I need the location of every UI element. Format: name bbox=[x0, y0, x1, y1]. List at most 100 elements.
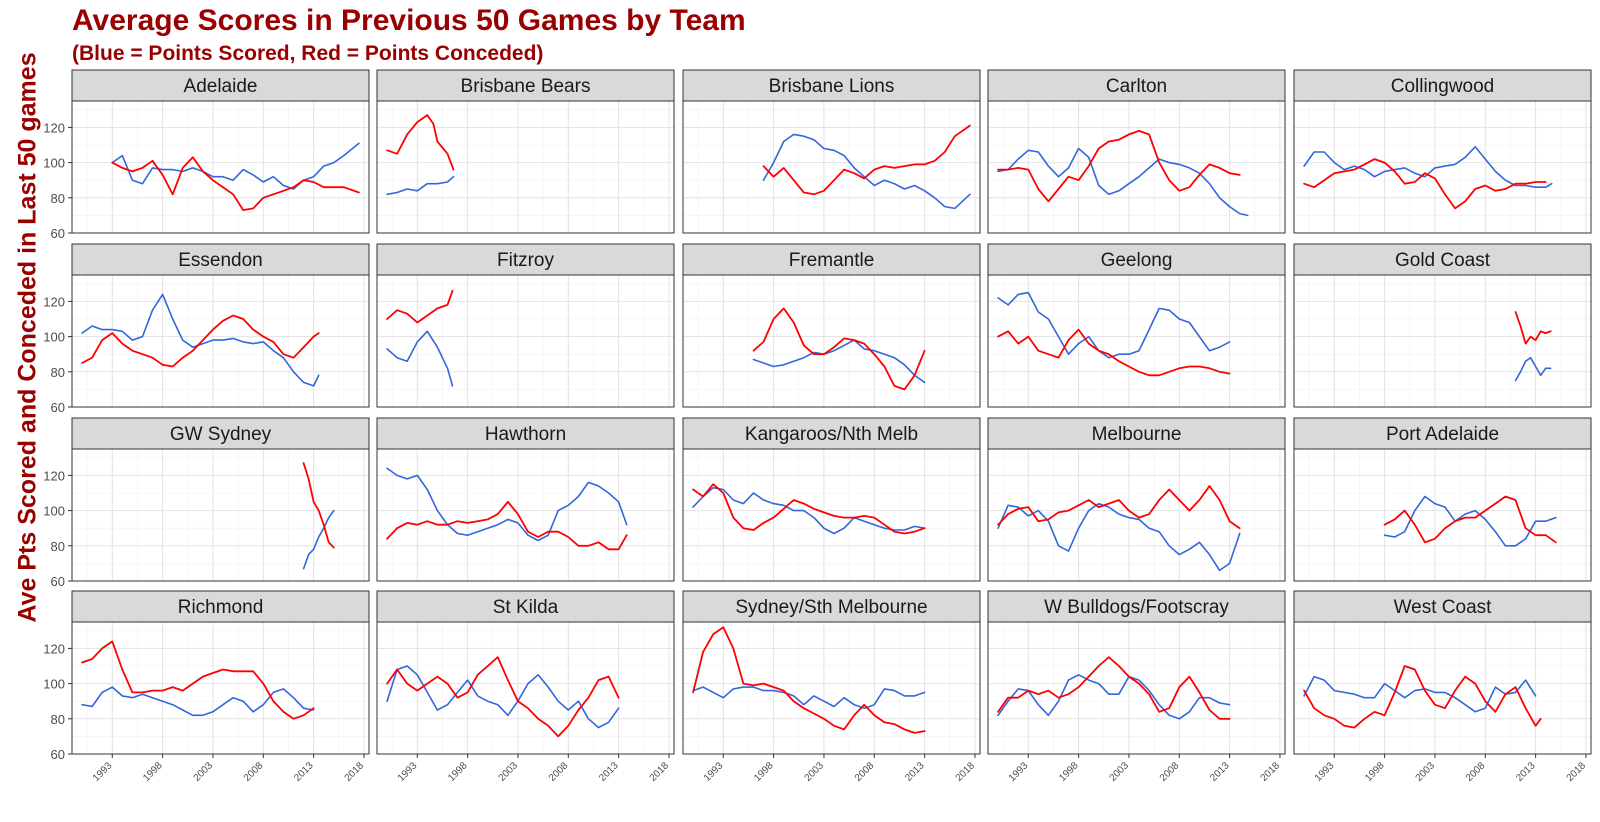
series-line-scored bbox=[997, 291, 1231, 359]
y-tick-label: 100 bbox=[43, 330, 65, 345]
panel-border bbox=[987, 621, 1286, 755]
facet-strip bbox=[376, 243, 675, 276]
series-line-scored bbox=[762, 133, 971, 210]
x-tick-label: 1993 bbox=[702, 760, 726, 784]
chart-title: Average Scores in Previous 50 Games by T… bbox=[72, 4, 746, 37]
facet-label: Kangaroos/Nth Melb bbox=[745, 424, 918, 445]
series-line-scored bbox=[386, 175, 455, 196]
series-line-scored bbox=[1383, 495, 1557, 547]
panel-background bbox=[683, 101, 980, 233]
y-tick-label: 120 bbox=[43, 294, 65, 309]
facet-label: Essendon bbox=[178, 250, 263, 271]
y-tick-label: 60 bbox=[51, 400, 65, 415]
x-tick-label: 1998 bbox=[1057, 760, 1081, 784]
facet-strip bbox=[682, 243, 981, 276]
series-line-scored bbox=[386, 467, 628, 542]
x-tick-label: 2013 bbox=[903, 760, 927, 784]
series-line-scored bbox=[386, 665, 620, 729]
series-line-conceded bbox=[997, 328, 1231, 377]
facet-label: St Kilda bbox=[493, 597, 559, 618]
y-tick-label: 100 bbox=[43, 504, 65, 519]
x-tick-label: 2003 bbox=[803, 760, 827, 784]
panel-border bbox=[682, 621, 981, 755]
panel-background bbox=[683, 622, 980, 754]
panel-border bbox=[987, 274, 1286, 408]
series-line-conceded bbox=[111, 156, 360, 211]
series-line-scored bbox=[111, 142, 360, 190]
series-line-scored bbox=[692, 486, 926, 535]
series-line-conceded bbox=[386, 656, 620, 738]
facet-strip bbox=[987, 590, 1286, 623]
x-tick-label: 2003 bbox=[497, 760, 521, 784]
facet-label: Carlton bbox=[1106, 76, 1167, 97]
x-tick-label: 2018 bbox=[648, 760, 672, 784]
series-line-conceded bbox=[1514, 311, 1552, 345]
x-tick-label: 1993 bbox=[91, 760, 115, 784]
y-tick-label: 120 bbox=[43, 468, 65, 483]
y-tick-label: 60 bbox=[51, 226, 65, 241]
y-tick-label: 60 bbox=[51, 747, 65, 762]
y-tick-label: 100 bbox=[43, 677, 65, 692]
panel-background bbox=[1294, 275, 1591, 407]
facet-label: Collingwood bbox=[1391, 76, 1495, 97]
facet-label: Richmond bbox=[178, 597, 264, 618]
facet-strip bbox=[376, 417, 675, 450]
facet-strip bbox=[71, 590, 370, 623]
chart-subtitle: (Blue = Points Scored, Red = Points Conc… bbox=[72, 42, 544, 65]
series-line-scored bbox=[81, 686, 315, 717]
facet-strip bbox=[376, 69, 675, 102]
panel-border bbox=[376, 274, 675, 408]
x-tick-label: 2013 bbox=[292, 760, 316, 784]
series-line-conceded bbox=[762, 124, 971, 196]
series-line-conceded bbox=[386, 500, 628, 551]
series-line-conceded bbox=[386, 289, 454, 324]
y-tick-label: 80 bbox=[51, 539, 65, 554]
series-line-conceded bbox=[997, 130, 1241, 203]
series-line-conceded bbox=[386, 114, 455, 171]
panel-background bbox=[377, 275, 674, 407]
series-line-conceded bbox=[81, 314, 320, 368]
panel-border bbox=[376, 621, 675, 755]
panel-background bbox=[1294, 622, 1591, 754]
series-line-conceded bbox=[997, 656, 1231, 720]
x-tick-label: 2008 bbox=[242, 760, 266, 784]
series-line-scored bbox=[692, 686, 926, 709]
facet-label: Hawthorn bbox=[485, 424, 566, 445]
x-tick-label: 2018 bbox=[343, 760, 367, 784]
facet-strip bbox=[71, 243, 370, 276]
panel-border bbox=[1293, 274, 1592, 408]
x-tick-label: 1998 bbox=[446, 760, 470, 784]
x-tick-label: 1998 bbox=[752, 760, 776, 784]
panel-background bbox=[72, 275, 369, 407]
panel-background bbox=[988, 622, 1285, 754]
x-tick-label: 2008 bbox=[547, 760, 571, 784]
x-tick-label: 2013 bbox=[1208, 760, 1232, 784]
facet-label: Adelaide bbox=[184, 76, 258, 97]
facet-label: Fitzroy bbox=[497, 250, 555, 271]
y-tick-label: 100 bbox=[43, 156, 65, 171]
x-tick-label: 2003 bbox=[1108, 760, 1132, 784]
y-tick-label: 80 bbox=[51, 365, 65, 380]
series-line-scored bbox=[81, 293, 320, 387]
series-line-scored bbox=[302, 509, 335, 570]
series-line-conceded bbox=[1383, 495, 1557, 544]
series-line-scored bbox=[1303, 675, 1537, 713]
y-tick-label: 120 bbox=[43, 641, 65, 656]
x-tick-label: 1993 bbox=[1007, 760, 1031, 784]
y-tick-label: 60 bbox=[51, 574, 65, 589]
y-tick-label: 80 bbox=[51, 191, 65, 206]
facet-strip bbox=[71, 69, 370, 102]
facet-strip bbox=[987, 243, 1286, 276]
panel-border bbox=[1293, 448, 1592, 582]
panel-background bbox=[683, 275, 980, 407]
panel-background bbox=[72, 622, 369, 754]
x-tick-label: 2008 bbox=[853, 760, 877, 784]
series-line-conceded bbox=[692, 626, 926, 734]
panel-border bbox=[71, 621, 370, 755]
facet-label: Geelong bbox=[1101, 250, 1173, 271]
series-line-conceded bbox=[81, 640, 315, 720]
panel-border bbox=[71, 100, 370, 234]
x-tick-label: 2003 bbox=[192, 760, 216, 784]
panel-border bbox=[71, 448, 370, 582]
facet-label: Brisbane Lions bbox=[769, 76, 895, 97]
